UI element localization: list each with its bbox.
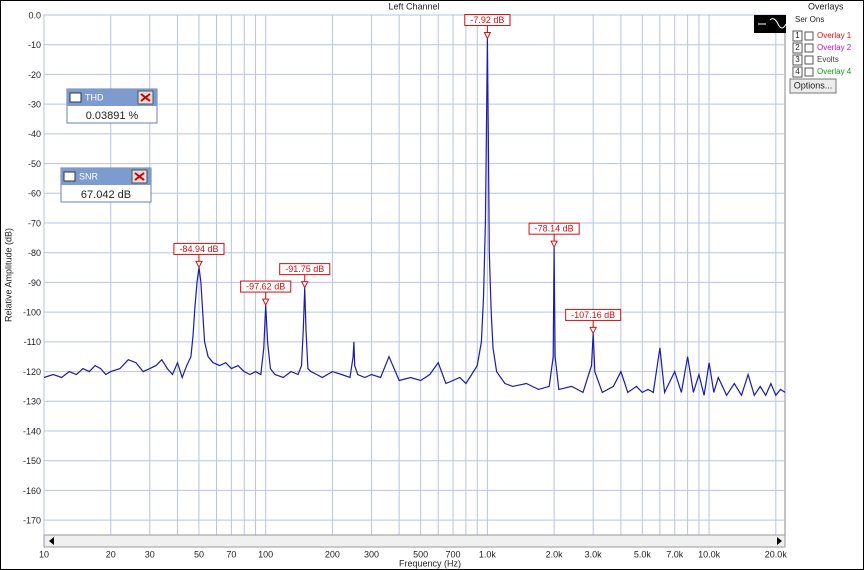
overlays-list: 1 Overlay 1 2 Overlay 2 3 Evolts 4 Overlay 4	[792, 30, 852, 78]
y-tick-label: -100	[23, 308, 41, 318]
peak-label-box	[279, 263, 331, 276]
spectrum-line	[43, 38, 786, 397]
overlay-number-box	[792, 42, 803, 54]
peak-label: -91.75 dB	[285, 264, 324, 274]
y-axis-label: Relative Amplitude (dB)	[3, 228, 13, 322]
thd-close-x	[140, 93, 151, 102]
overlay-number: 3	[795, 55, 800, 64]
options-button-label[interactable]: Options...	[794, 80, 833, 90]
x-tick-label: 500	[413, 549, 428, 559]
thd-value: 0.03891 %	[86, 110, 139, 122]
st-icon-glyph	[758, 18, 787, 29]
y-tick-label: -120	[23, 367, 41, 377]
x-tick-label: 1.0k	[479, 549, 497, 559]
overlay-label: Evolts	[817, 55, 839, 64]
peak-label-box	[528, 222, 580, 235]
chart-title: Left Channel	[388, 1, 439, 11]
y-tick-label: -30	[28, 100, 41, 110]
overlays-side-label: Ser Ons	[795, 15, 824, 24]
plot-area: 0.0 -10 -20 -30 -40 -50 -60 -70 -80 -90 -100 -110 -1…	[23, 10, 787, 559]
y-tick-label: -160	[23, 486, 41, 496]
y-tick-label: -20	[28, 70, 41, 80]
peak-label: -7.92 dB	[470, 15, 504, 25]
options-button-frame[interactable]	[789, 78, 837, 94]
overlay-checkbox[interactable]	[804, 31, 814, 41]
overlays-title: Overlays	[808, 1, 844, 11]
overlay-number-box	[792, 54, 803, 66]
y-tick-label: -110	[24, 337, 41, 347]
scroll-left[interactable]	[49, 537, 54, 545]
peak-label: -78.14 dB	[535, 224, 574, 234]
overlay-checkbox[interactable]	[804, 67, 814, 77]
overlay-label: Overlay 1	[817, 31, 852, 40]
peak-label-box	[240, 280, 292, 293]
peak-label-box	[565, 308, 622, 321]
x-tick-label: 200	[325, 549, 340, 559]
thd-icon	[69, 92, 82, 103]
x-tick-label: 20.0k	[765, 549, 788, 559]
y-tick-label: -80	[28, 248, 41, 258]
snr-value: 67.042 dB	[81, 189, 131, 201]
y-tick-label: -130	[23, 397, 41, 407]
overlay-number-box	[792, 30, 803, 42]
peak-marker	[300, 281, 309, 289]
overlay-checkbox[interactable]	[804, 43, 814, 53]
y-tick-label: -170	[23, 516, 41, 526]
thd-widget[interactable]: THD 0.03891 %	[66, 88, 158, 124]
peak-label: -107.16 dB	[571, 310, 615, 320]
y-tick-label: -40	[28, 129, 41, 139]
peak-marker	[261, 298, 270, 307]
x-tick-label: 7.0k	[666, 549, 684, 559]
overlay-label: Overlay 2	[817, 43, 852, 52]
x-tick-label: 3.0k	[585, 549, 603, 559]
snr-title: SNR	[79, 171, 99, 181]
x-tick-label: 2.0k	[546, 549, 564, 559]
snr-titlebar	[61, 168, 151, 185]
y-tick-label: -70	[28, 218, 41, 228]
options-button[interactable]: Options...	[789, 78, 837, 94]
overlay-number: 1	[795, 31, 800, 40]
plot-background	[43, 14, 786, 536]
overlay-number: 4	[795, 67, 800, 76]
peak-label-box	[464, 14, 511, 27]
thd-titlebar	[67, 89, 157, 106]
y-tick-label: -50	[28, 159, 41, 169]
x-tick-label: 10.0k	[698, 549, 721, 559]
st-icon-box[interactable]	[754, 15, 786, 33]
overlay-label: Overlay 4	[817, 67, 852, 76]
y-tick-label: 0.0	[28, 10, 41, 20]
thd-title: THD	[85, 92, 104, 102]
x-tick-label: 70	[226, 549, 236, 559]
x-axis-label: Frequency (Hz)	[399, 558, 461, 568]
peak-label: -97.62 dB	[246, 281, 285, 291]
x-tick-label: 5.0k	[634, 549, 652, 559]
peak-label-box	[173, 242, 225, 255]
y-tick-label: -10	[28, 40, 41, 50]
y-tick-label: -140	[23, 426, 41, 436]
overlay-number-box	[792, 66, 803, 78]
overlay-number: 2	[795, 43, 800, 52]
scrollbar[interactable]	[43, 534, 786, 548]
y-tick-label: -60	[28, 189, 41, 199]
peak-label: -84.94 dB	[179, 244, 218, 254]
x-tick-label: 100	[258, 549, 273, 559]
x-tick-label: 10	[39, 549, 49, 559]
snr-widget[interactable]: SNR 67.042 dB	[60, 167, 152, 203]
x-tick-label: 50	[194, 549, 204, 559]
scroll-right[interactable]	[777, 537, 782, 545]
st-icon[interactable]	[754, 15, 787, 33]
x-tick-label: 700	[446, 549, 461, 559]
y-tick-label: -150	[23, 456, 41, 466]
x-tick-label: 20	[106, 549, 116, 559]
scroll-track[interactable]	[43, 534, 786, 548]
x-tick-label: 300	[364, 549, 379, 559]
x-tick-label: 30	[145, 549, 155, 559]
overlay-checkbox[interactable]	[804, 55, 814, 65]
snr-close-x	[134, 172, 145, 181]
y-tick-label: -90	[28, 278, 41, 288]
snr-icon	[63, 171, 76, 182]
